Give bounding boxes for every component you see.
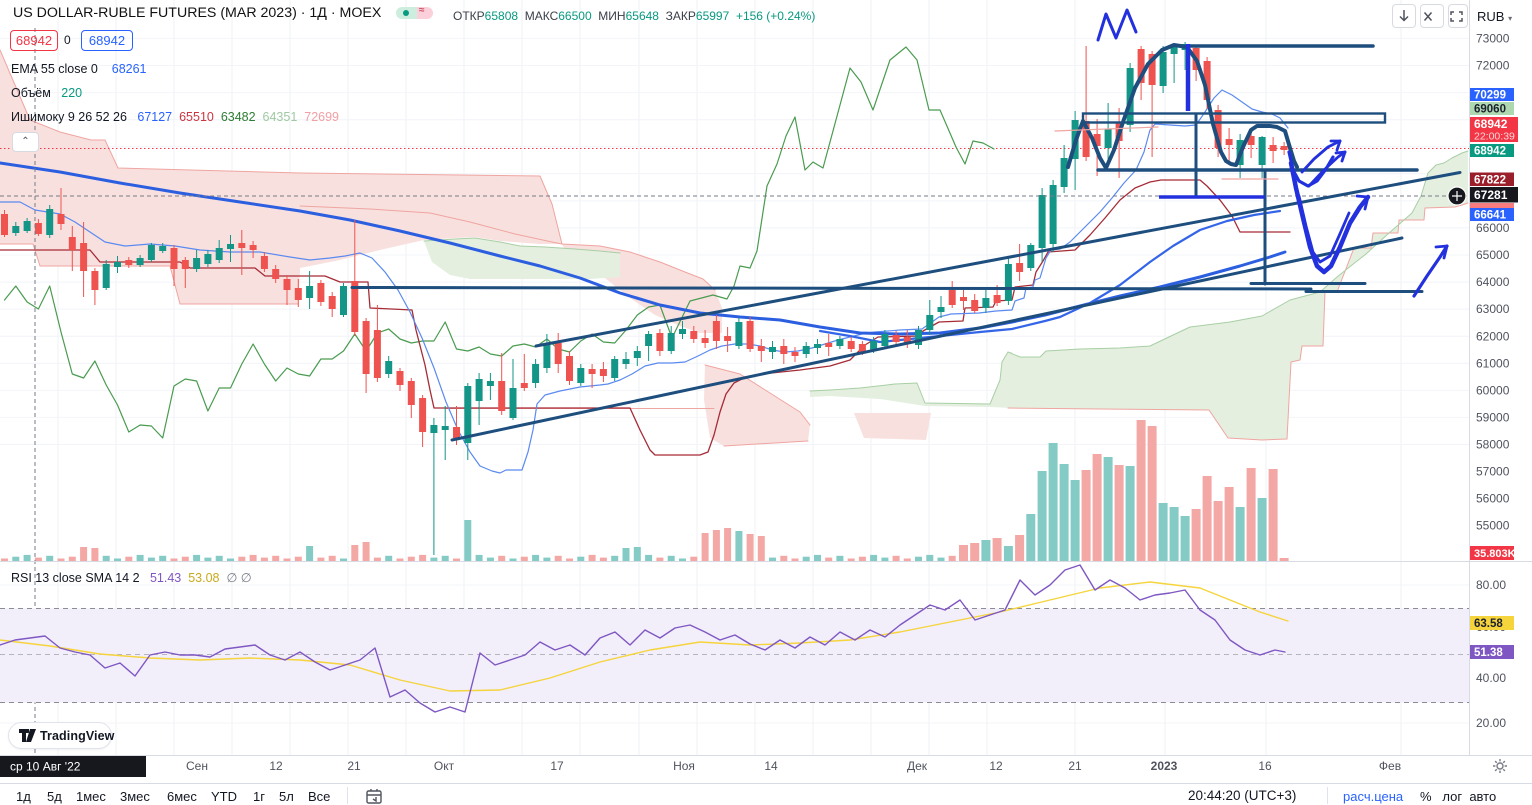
- svg-text:35.803K: 35.803K: [1474, 548, 1516, 560]
- svg-text:69060: 69060: [1474, 104, 1506, 116]
- svg-text:2023: 2023: [1151, 759, 1178, 773]
- svg-text:Ноя: Ноя: [673, 759, 695, 773]
- svg-text:56000: 56000: [1476, 492, 1510, 506]
- svg-text:73000: 73000: [1476, 32, 1510, 46]
- svg-text:Фев: Фев: [1379, 759, 1401, 773]
- svg-text:Сен: Сен: [186, 759, 208, 773]
- svg-text:40.00: 40.00: [1476, 671, 1506, 685]
- svg-text:20.00: 20.00: [1476, 716, 1506, 730]
- svg-text:21: 21: [1068, 759, 1082, 773]
- svg-text:59000: 59000: [1476, 411, 1510, 425]
- svg-text:58000: 58000: [1476, 438, 1510, 452]
- svg-text:12: 12: [989, 759, 1003, 773]
- svg-text:67281: 67281: [1474, 188, 1508, 202]
- svg-text:51.38: 51.38: [1474, 647, 1503, 659]
- svg-text:64000: 64000: [1476, 275, 1510, 289]
- svg-text:57000: 57000: [1476, 465, 1510, 479]
- svg-text:68942: 68942: [1474, 146, 1506, 158]
- svg-text:67822: 67822: [1474, 174, 1506, 186]
- svg-text:65000: 65000: [1476, 248, 1510, 262]
- svg-text:66000: 66000: [1476, 221, 1510, 235]
- svg-text:Дек: Дек: [907, 759, 928, 773]
- svg-text:80.00: 80.00: [1476, 578, 1506, 592]
- svg-text:63000: 63000: [1476, 302, 1510, 316]
- svg-text:66641: 66641: [1474, 210, 1507, 222]
- svg-text:17: 17: [550, 759, 564, 773]
- svg-text:14: 14: [764, 759, 778, 773]
- svg-text:70299: 70299: [1474, 90, 1506, 102]
- svg-text:61000: 61000: [1476, 356, 1510, 370]
- svg-text:68942: 68942: [1474, 117, 1508, 131]
- svg-text:16: 16: [1258, 759, 1272, 773]
- svg-text:72000: 72000: [1476, 59, 1510, 73]
- svg-text:12: 12: [269, 759, 283, 773]
- svg-text:60000: 60000: [1476, 383, 1510, 397]
- svg-text:22:00:39: 22:00:39: [1474, 131, 1515, 143]
- svg-text:ср 10 Авг '22: ср 10 Авг '22: [10, 760, 81, 774]
- svg-text:Окт: Окт: [434, 759, 455, 773]
- svg-text:63.58: 63.58: [1474, 618, 1503, 630]
- svg-text:62000: 62000: [1476, 329, 1510, 343]
- svg-text:55000: 55000: [1476, 519, 1510, 533]
- svg-text:21: 21: [347, 759, 361, 773]
